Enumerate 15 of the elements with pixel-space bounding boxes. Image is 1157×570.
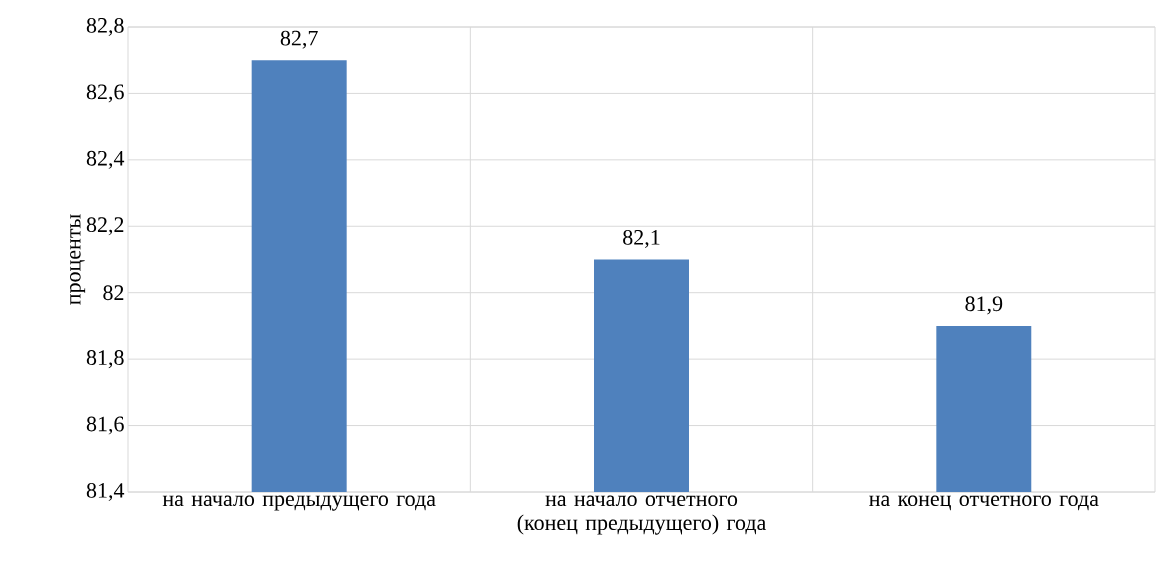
- text: 82,8: [86, 17, 124, 36]
- text: 81,4: [86, 482, 125, 501]
- text: 82,4: [86, 150, 125, 169]
- data-label: 81,9: [965, 296, 1003, 315]
- data-label: 82,1: [623, 229, 660, 248]
- text: 82,2: [86, 217, 124, 236]
- text: 82: [103, 285, 124, 301]
- text: 81,6: [86, 416, 124, 435]
- x-tick-label: на конец отчетного года: [869, 495, 1099, 511]
- text: 81,8: [86, 350, 124, 369]
- x-tick-label: на начало отчетного (конец предыдущего) года: [517, 495, 767, 535]
- text: 82,6: [86, 84, 124, 103]
- x-tick-label: на начало предыдущего года: [162, 495, 436, 511]
- data-label: 82,7: [280, 30, 318, 49]
- y-axis-title: проценты: [70, 214, 86, 305]
